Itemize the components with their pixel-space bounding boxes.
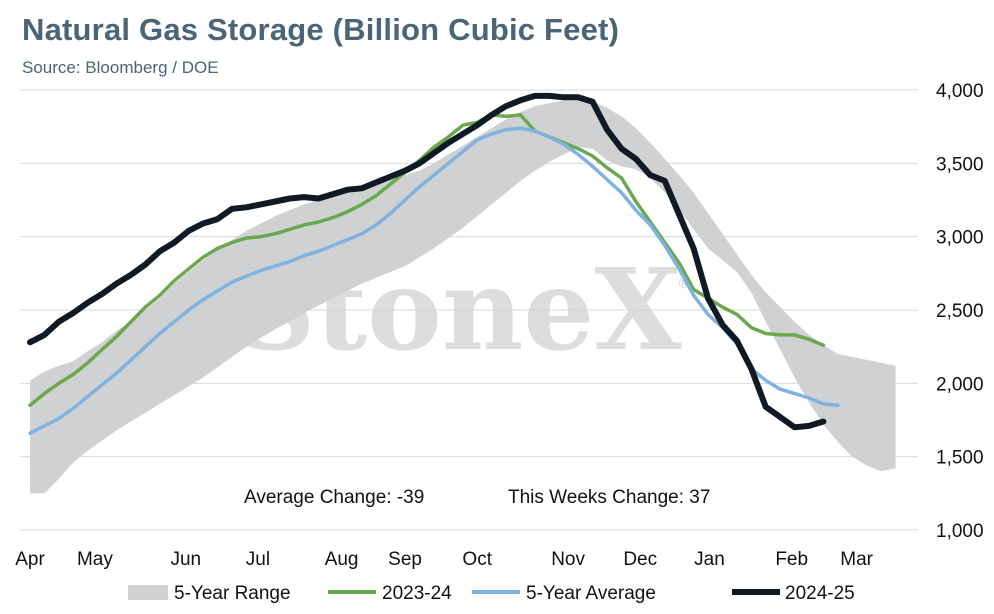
legend: 5-Year Range 2023-24 5-Year Average 2024… (128, 583, 855, 604)
series-line-5-year-average (28, 126, 840, 435)
weekly-change-note: This Weeks Change: 37 (508, 487, 710, 508)
legend-label-2024-25: 2024-25 (785, 583, 855, 604)
x-tick-label: Mar (840, 549, 873, 570)
x-tick-label: Jul (246, 549, 270, 570)
x-tick-label: Sep (388, 549, 422, 570)
legend-label-2023-24: 2023-24 (382, 583, 452, 604)
y-tick-label: 1,000 (936, 521, 984, 542)
x-tick-label: Aug (325, 549, 359, 570)
y-axis: 1,000 1,500 2,000 2,500 3,000 3,500 4,000 (936, 81, 984, 542)
average-change-note: Average Change: -39 (244, 487, 424, 508)
x-tick-label: May (77, 549, 113, 570)
x-axis: Apr May Jun Jul Aug Sep Oct Nov Dec Jan Feb Mar (15, 549, 873, 570)
x-tick-label: Apr (15, 549, 45, 570)
x-tick-label: Jun (170, 549, 201, 570)
y-tick-label: 3,500 (936, 154, 984, 175)
chart-title: Natural Gas Storage (Billion Cubic Feet) (22, 12, 620, 47)
y-tick-label: 2,500 (936, 301, 984, 322)
series-group (27, 92, 896, 494)
legend-label-5yr-avg: 5-Year Average (526, 583, 656, 604)
y-tick-label: 4,000 (936, 81, 984, 102)
legend-swatch-range (128, 585, 168, 600)
y-tick-label: 3,000 (936, 228, 984, 249)
x-tick-label: Feb (775, 549, 808, 570)
y-tick-label: 2,000 (936, 374, 984, 395)
series-line-2023-24 (28, 113, 826, 408)
x-tick-label: Oct (462, 549, 492, 570)
y-tick-label: 1,500 (936, 448, 984, 469)
x-tick-label: Nov (551, 549, 585, 570)
series-band-5yr-range (30, 100, 896, 494)
series-line-2024-25 (27, 92, 827, 431)
x-tick-label: Jan (694, 549, 725, 570)
chart-subtitle: Source: Bloomberg / DOE (22, 58, 219, 77)
annotations: Average Change: -39 This Weeks Change: 3… (244, 487, 710, 508)
x-tick-label: Dec (623, 549, 657, 570)
legend-label-range: 5-Year Range (174, 583, 291, 604)
